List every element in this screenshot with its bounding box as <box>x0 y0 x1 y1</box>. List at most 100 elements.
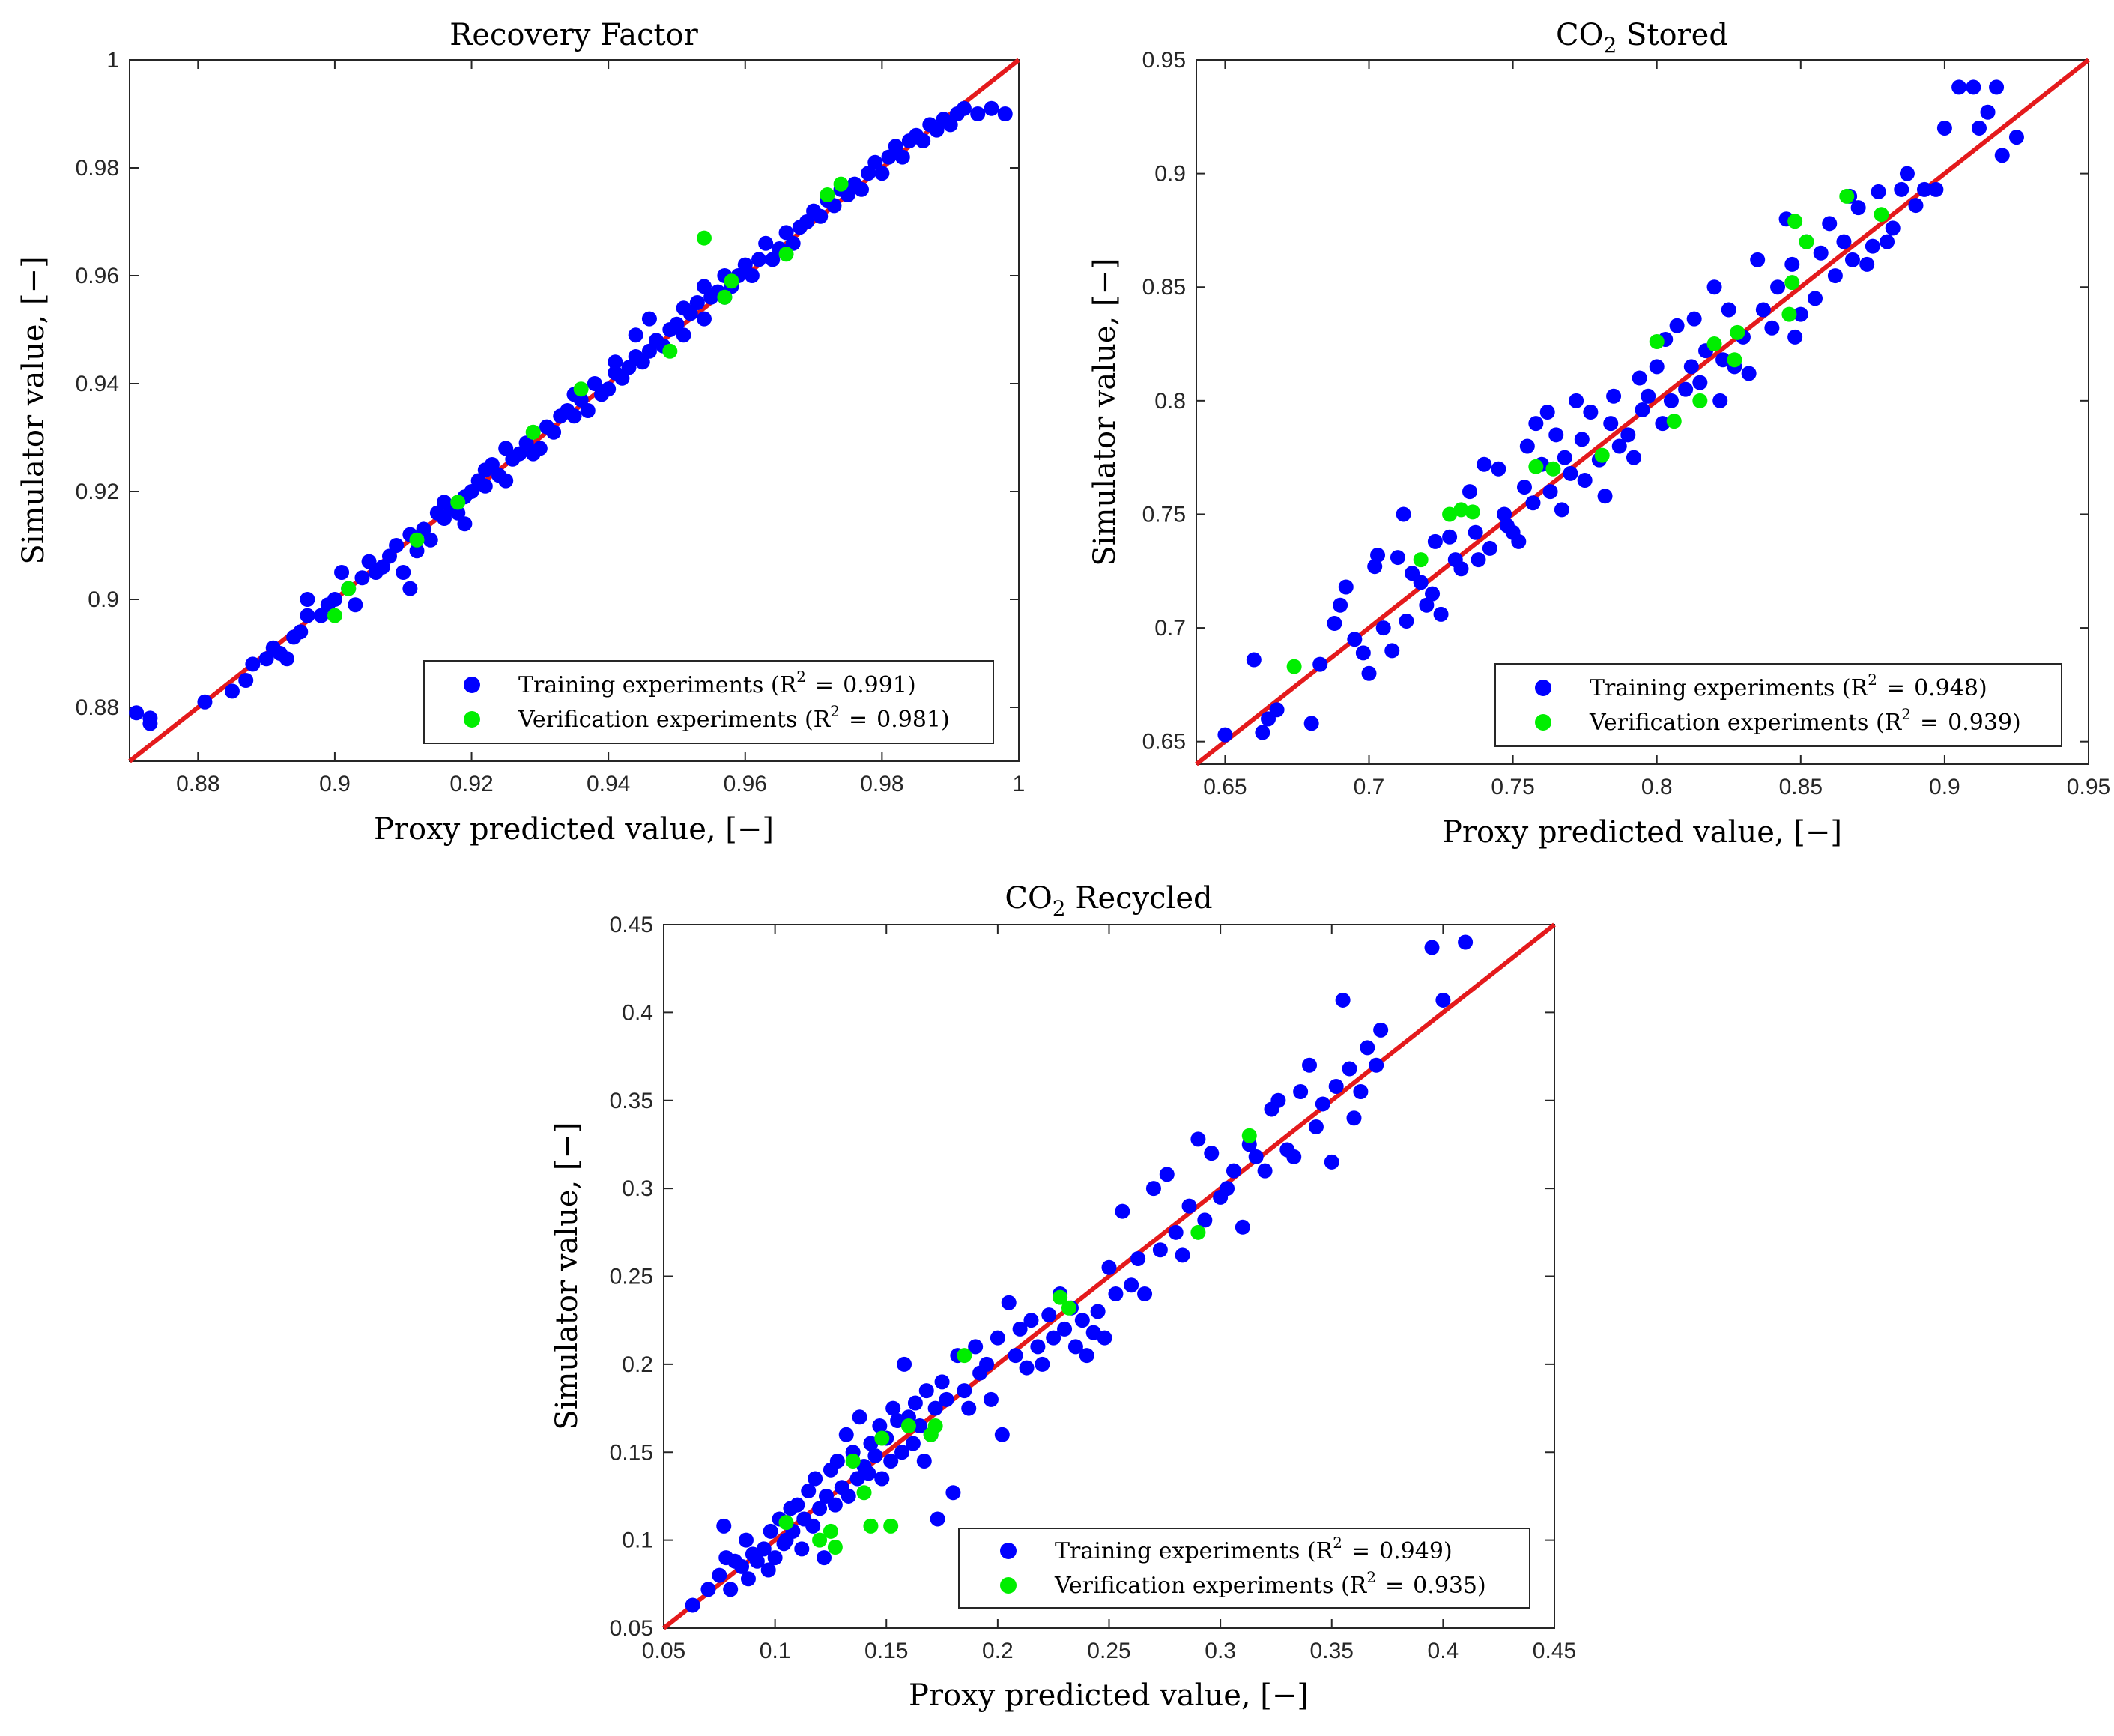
verification-point <box>845 1453 861 1469</box>
verification-point <box>820 187 835 202</box>
verification-point <box>833 176 849 192</box>
training-point <box>1813 245 1829 261</box>
training-point <box>1822 216 1838 232</box>
training-point <box>1315 1096 1330 1112</box>
training-point <box>1770 279 1786 295</box>
training-point <box>737 257 753 273</box>
legend-sup-verification: 2 <box>830 702 840 720</box>
training-point <box>1328 1078 1344 1094</box>
training-point <box>1462 484 1477 500</box>
training-point <box>1569 393 1584 408</box>
training-point <box>279 651 295 667</box>
training-point <box>1057 1321 1073 1337</box>
training-point <box>423 532 438 548</box>
training-point <box>861 1466 876 1481</box>
training-point <box>867 154 883 170</box>
training-point <box>872 1418 888 1434</box>
training-point <box>1041 1307 1057 1323</box>
training-point <box>1603 416 1619 432</box>
legend-marker-verification <box>1000 1577 1017 1594</box>
training-point <box>1750 252 1766 267</box>
training-point <box>990 1330 1005 1346</box>
training-point <box>1419 597 1435 613</box>
legend-label-training: Training experiments (R2 = 0.991) <box>518 668 916 698</box>
training-point <box>1335 992 1351 1008</box>
training-point <box>1542 484 1558 500</box>
training-point <box>1286 1149 1302 1164</box>
training-point <box>409 543 425 559</box>
x-axis-label: Proxy predicted value, [−] <box>1442 815 1842 850</box>
training-point <box>1928 181 1944 197</box>
training-point <box>785 235 801 251</box>
training-point <box>1620 427 1636 443</box>
training-point <box>1936 120 1952 136</box>
x-tick-label: 0.45 <box>1533 1639 1576 1663</box>
legend-label-verification: Verification experiments (R2 = 0.939) <box>1589 705 2021 736</box>
x-tick-label: 0.8 <box>1641 775 1673 799</box>
training-point <box>1246 652 1262 668</box>
tick-group: 0.88 0.9 0.92 0.94 0.96 0.98 10.880.90.920.940… <box>76 48 1026 796</box>
training-point <box>2008 130 2024 145</box>
training-point <box>712 1567 727 1583</box>
training-point <box>916 1453 932 1469</box>
training-point <box>1108 1286 1124 1301</box>
training-point <box>897 1356 912 1372</box>
training-point <box>1204 1146 1220 1161</box>
training-point <box>970 106 986 121</box>
training-point <box>1453 561 1469 577</box>
verification-point <box>1465 504 1480 520</box>
training-point <box>300 608 315 623</box>
training-point <box>1302 1057 1318 1073</box>
training-point <box>566 408 582 424</box>
legend-label-training: Training experiments (R2 = 0.948) <box>1590 671 1987 701</box>
training-point <box>498 473 514 489</box>
training-point <box>744 268 760 283</box>
y-tick-label: 0.4 <box>622 1000 653 1025</box>
training-point <box>258 651 274 667</box>
training-point <box>641 343 657 359</box>
training-point <box>1067 1339 1083 1355</box>
x-axis-label: Proxy predicted value, [−] <box>374 812 774 847</box>
training-point <box>1257 1163 1273 1179</box>
training-point <box>1808 291 1823 306</box>
training-point <box>1226 1163 1241 1179</box>
verification-point <box>827 1540 843 1555</box>
training-point <box>1353 1084 1369 1100</box>
training-point <box>457 516 473 532</box>
training-point <box>614 370 630 386</box>
training-point <box>817 1550 832 1566</box>
training-point <box>1012 1321 1028 1337</box>
training-point <box>389 538 405 553</box>
training-point <box>1528 416 1544 432</box>
training-point <box>841 1488 856 1504</box>
training-point <box>696 311 712 327</box>
training-point <box>1197 1212 1213 1228</box>
training-point <box>1338 579 1354 595</box>
training-point <box>1880 234 1895 249</box>
training-point <box>1384 643 1400 659</box>
training-point <box>1827 268 1843 284</box>
training-point <box>1741 366 1757 381</box>
training-point <box>1220 1181 1235 1197</box>
training-point <box>1235 1219 1250 1235</box>
training-point <box>1497 506 1512 522</box>
legend-r2-verification: 0.939 <box>1948 710 2012 736</box>
training-point <box>778 225 794 241</box>
training-point <box>1399 613 1414 629</box>
training-point <box>1369 1057 1384 1073</box>
y-tick-label: 0.45 <box>610 913 653 937</box>
legend-marker-training <box>1535 680 1551 696</box>
y-axis-label: Simulator value, [−] <box>1088 258 1122 566</box>
training-point <box>849 1471 865 1487</box>
training-point <box>1844 252 1860 267</box>
training-point <box>1312 656 1328 672</box>
training-point <box>1152 1242 1168 1258</box>
training-point <box>1511 533 1527 549</box>
x-tick-label: 0.4 <box>1428 1639 1459 1663</box>
points-group <box>685 934 1474 1613</box>
training-point <box>197 694 213 710</box>
training-point <box>1563 465 1578 481</box>
legend-box <box>958 1528 1530 1609</box>
training-point <box>245 656 261 672</box>
training-point <box>224 683 240 699</box>
